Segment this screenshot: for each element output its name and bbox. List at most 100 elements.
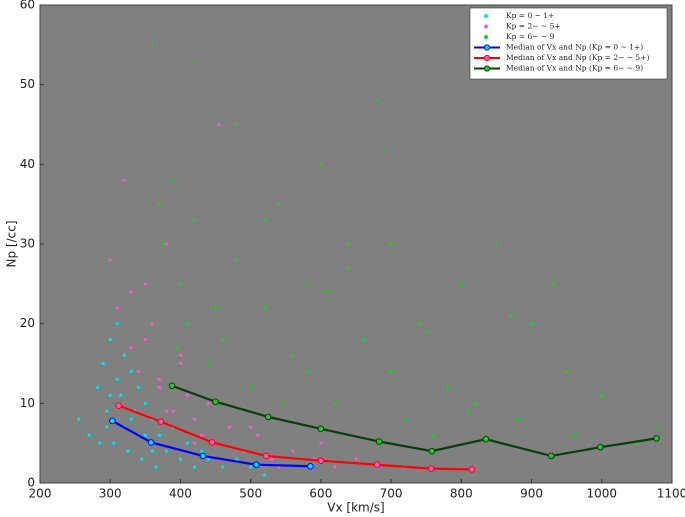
y-tick-label: 20 <box>20 316 35 330</box>
scatter-point <box>143 401 147 405</box>
median-point <box>597 443 604 451</box>
scatter-point <box>249 385 253 389</box>
scatter-point <box>565 369 569 374</box>
scatter-point <box>551 282 555 286</box>
scatter-point <box>235 258 239 262</box>
median-point <box>307 462 314 470</box>
legend-marker <box>483 54 491 62</box>
x-tick-label: 1100 <box>657 487 685 501</box>
scatter-point <box>277 202 281 206</box>
median-point <box>199 452 207 460</box>
scatter-point <box>122 178 126 182</box>
scatter-point <box>136 369 140 374</box>
median-point <box>147 439 155 446</box>
scatter-point <box>150 43 154 47</box>
scatter-point <box>143 282 147 286</box>
scatter-point <box>143 433 147 437</box>
scatter-point <box>178 353 183 358</box>
x-axis-label: Vx [km/s] <box>327 501 384 515</box>
scatter-point <box>305 369 309 374</box>
y-tick-label: 40 <box>20 157 35 171</box>
scatter-point <box>143 338 147 342</box>
legend-label: Median of Vx and Np (Kp = 2− ~ 5+) <box>506 53 649 62</box>
y-tick-label: 60 <box>20 0 35 12</box>
scatter-point <box>157 377 161 382</box>
scatter-point <box>263 218 267 222</box>
scatter-point <box>291 353 295 358</box>
scatter-point <box>150 322 154 326</box>
scatter-point <box>417 322 421 326</box>
legend: Kp = 0 ~ 1+ Kp = 2− ~ 5+Kp = 6− ~ 9 Median… <box>469 7 668 80</box>
scatter-point <box>291 449 295 453</box>
scatter-point <box>129 345 133 350</box>
x-tick-label: 1000 <box>587 487 618 501</box>
scatter-point <box>126 449 130 453</box>
scatter-point <box>178 361 183 366</box>
scatter-point <box>192 441 197 445</box>
scatter-point <box>270 457 274 461</box>
scatter-point <box>459 282 463 286</box>
legend-label: Kp = 2− ~ 5+ <box>506 22 561 31</box>
scatter-point <box>129 417 133 421</box>
scatter-point <box>354 457 358 461</box>
scatter-point <box>375 99 379 103</box>
scatter-point <box>150 449 154 453</box>
scatter-point <box>164 409 168 413</box>
scatter-point <box>529 322 534 326</box>
scatter-point <box>263 473 267 477</box>
scatter-point <box>466 409 470 413</box>
x-tick-label: 300 <box>99 487 122 501</box>
scatter-point <box>122 353 126 358</box>
scatter-point <box>129 290 133 294</box>
median-point <box>468 466 476 473</box>
scatter-point <box>256 433 260 437</box>
scatter-point <box>319 441 323 445</box>
scatter-point <box>101 361 105 366</box>
scatter-point <box>326 290 330 294</box>
median-point <box>427 465 435 472</box>
scatter-point <box>157 202 161 206</box>
scatter-point <box>171 178 176 182</box>
scatter-point <box>572 433 576 437</box>
scatter-point <box>108 338 112 342</box>
scatter-point <box>161 242 165 246</box>
median-point <box>157 418 165 425</box>
x-tick-label: 500 <box>239 487 262 501</box>
scatter-point <box>217 122 221 127</box>
scatter-point <box>382 146 386 150</box>
scatter-point <box>115 322 119 326</box>
scatter-point <box>389 242 393 246</box>
x-tick-label: 600 <box>309 487 332 501</box>
scatter-point <box>108 258 112 262</box>
scatter-point <box>119 393 123 397</box>
median-point <box>482 435 490 443</box>
median-point <box>375 438 383 445</box>
median-point <box>317 425 325 433</box>
scatter-point <box>220 338 225 342</box>
median-point <box>109 417 116 425</box>
scatter-point <box>206 457 211 461</box>
scatter-point <box>431 433 435 437</box>
legend-label: Median of Vx and Np (Kp = 6− ~ 9) <box>506 64 643 73</box>
legend-marker <box>484 24 488 29</box>
scatter-point <box>115 306 119 310</box>
scatter-point <box>508 314 513 318</box>
median-line <box>171 384 657 458</box>
scatter-point <box>333 401 337 405</box>
scatter-point <box>105 425 109 429</box>
scatter-point <box>249 465 253 469</box>
scatter-point <box>347 242 351 246</box>
scatter-point <box>157 385 161 389</box>
scatter-point <box>154 465 158 469</box>
scatter-point <box>235 457 239 461</box>
scatter-point <box>77 417 81 421</box>
median-point <box>168 382 176 390</box>
scatter-point <box>192 218 197 222</box>
scatter-point <box>305 282 309 286</box>
scatter-point <box>319 162 323 166</box>
scatter-point <box>206 401 211 405</box>
scatter-point <box>280 401 284 405</box>
scatter-point <box>199 433 204 437</box>
scatter-point <box>185 393 190 397</box>
